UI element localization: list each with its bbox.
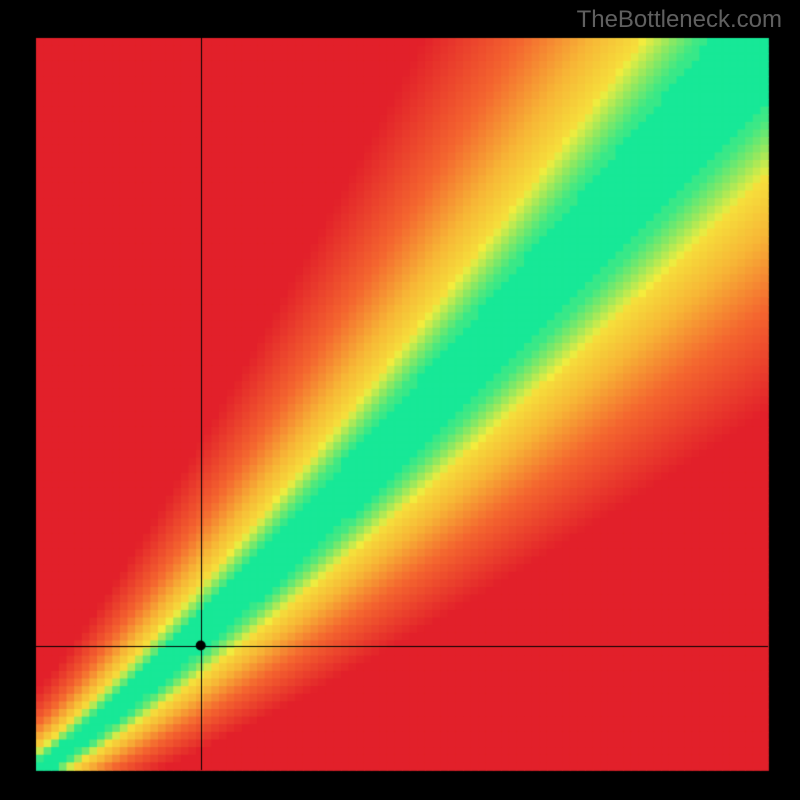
chart-container: TheBottleneck.com	[0, 0, 800, 800]
watermark-text: TheBottleneck.com	[577, 6, 782, 34]
bottleneck-heatmap	[0, 0, 800, 800]
